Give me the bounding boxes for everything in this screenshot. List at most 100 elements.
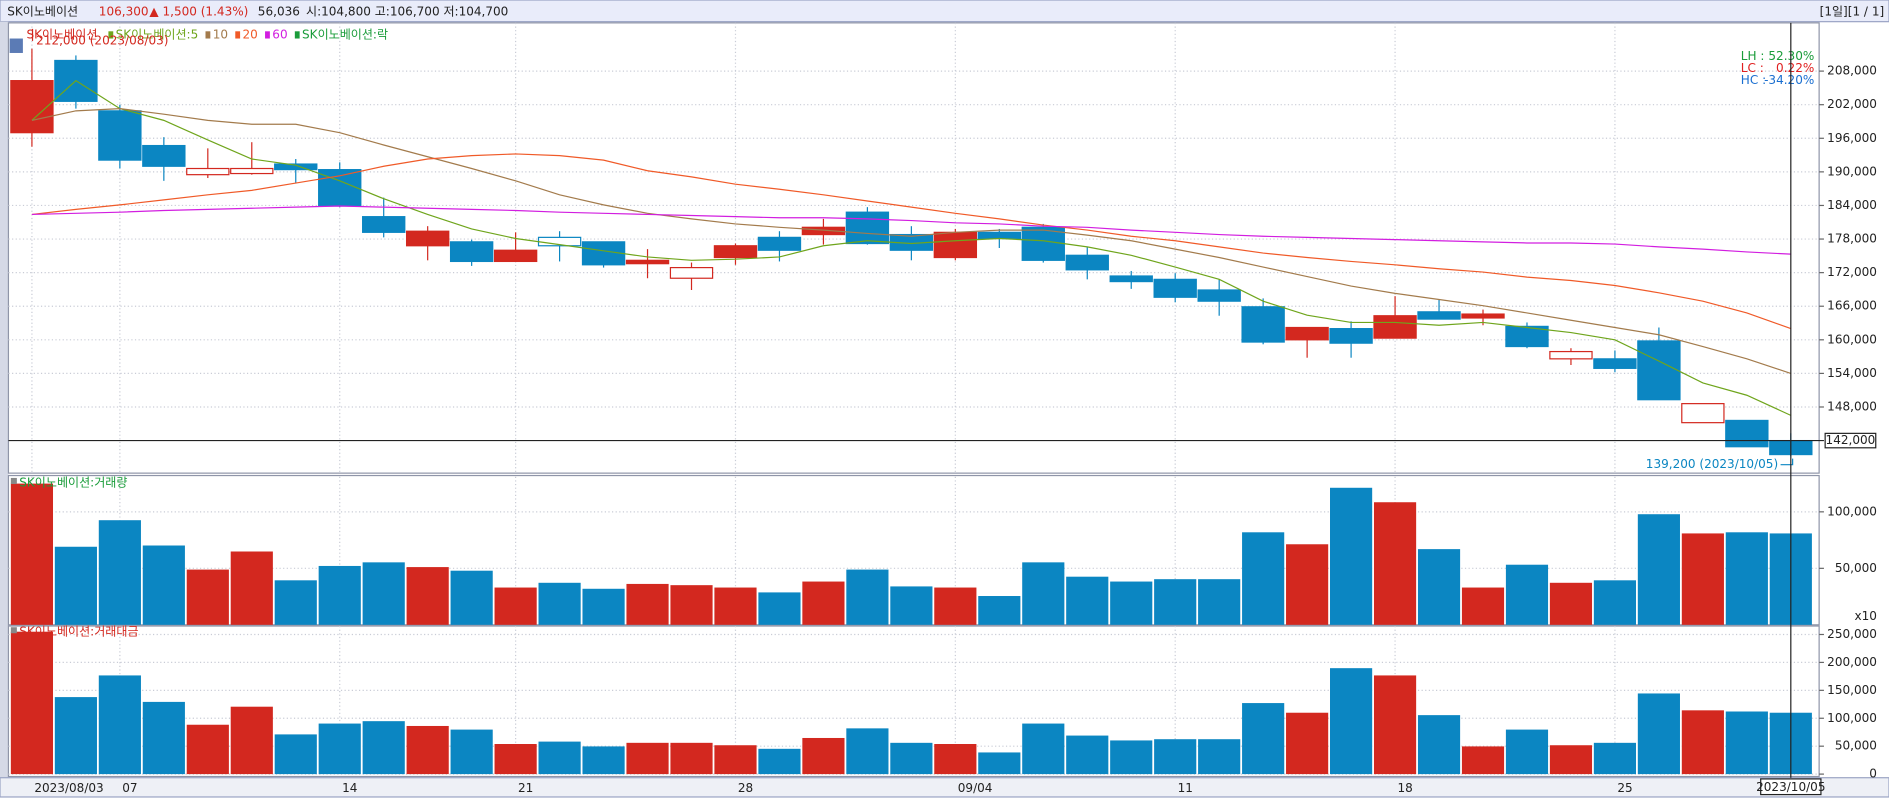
legend-label: SK이노베이션:5 <box>116 27 199 41</box>
candle-body <box>493 249 538 263</box>
candle-body <box>98 110 142 161</box>
bar <box>494 744 537 775</box>
stat-value: -34.20% <box>1764 73 1814 87</box>
y-tick-label: 100,000 <box>1827 711 1877 725</box>
bar <box>1593 742 1637 775</box>
candle-body <box>274 163 318 171</box>
bar <box>670 742 713 775</box>
candle-body <box>845 211 890 245</box>
pane-marker <box>10 477 17 484</box>
low-annotation: 139,200 (2023/10/05) <box>1646 457 1778 471</box>
ma-line <box>31 79 1792 416</box>
candle-body <box>1637 340 1681 401</box>
cursor-box <box>1760 778 1822 796</box>
x-axis-bar <box>0 777 1889 798</box>
bar <box>230 706 273 775</box>
bar <box>406 725 449 775</box>
legend-swatch <box>108 31 114 39</box>
bar <box>1110 581 1153 625</box>
bar <box>1022 723 1065 775</box>
bar <box>230 551 273 625</box>
legend-swatch <box>205 31 211 39</box>
header-bar <box>0 0 1889 23</box>
bar <box>1505 564 1549 625</box>
candle-body <box>1373 315 1417 339</box>
legend-label: 10 <box>213 27 228 41</box>
bar <box>758 592 801 625</box>
x-tick-label: 2023/08/03 <box>34 781 103 795</box>
left-strip <box>0 21 9 778</box>
bar <box>54 546 97 625</box>
bar <box>98 520 141 625</box>
bar <box>1461 746 1505 775</box>
y-tick-label: 150,000 <box>1827 683 1877 697</box>
y-tick-label: 50,000 <box>1835 739 1877 753</box>
bar <box>1286 544 1329 625</box>
bar <box>670 585 713 625</box>
x-tick-label: 11 <box>1178 781 1193 795</box>
y-tick-label: 0 <box>1869 767 1877 781</box>
x-tick-label: 28 <box>738 781 753 795</box>
candle-body <box>142 144 186 167</box>
ohl: 시:104,800 고:106,700 저:104,700 <box>306 5 508 19</box>
volume: 56,036 <box>258 5 300 19</box>
bar <box>626 583 669 625</box>
candle-body <box>1593 358 1637 369</box>
low-arrow <box>1780 458 1794 466</box>
bar <box>362 721 405 775</box>
bar <box>318 723 361 775</box>
bar <box>450 729 493 775</box>
bar <box>1505 729 1549 775</box>
bar <box>1066 735 1109 775</box>
bar <box>10 631 54 775</box>
x-tick-label: 25 <box>1617 781 1632 795</box>
bar <box>978 596 1021 625</box>
ma-line <box>31 108 1792 374</box>
x-tick-label: 07 <box>122 781 137 795</box>
legend-name: SK이노베이션 <box>27 27 98 41</box>
bar <box>1725 711 1768 775</box>
bar <box>934 744 977 775</box>
bar <box>1461 587 1505 625</box>
bar <box>450 570 493 625</box>
legend-swatch <box>265 31 270 39</box>
bar <box>1373 502 1417 625</box>
unit-label: x10 <box>1855 609 1877 623</box>
candle-body <box>230 167 274 175</box>
price-line-box <box>1824 432 1877 449</box>
bar <box>1330 487 1373 625</box>
bar <box>1022 562 1065 625</box>
y-tick-label: 100,000 <box>1827 504 1877 518</box>
bar <box>142 701 185 775</box>
candle-body <box>1109 275 1153 283</box>
price-line-label: 142,000 <box>1826 433 1876 447</box>
bar <box>538 582 581 625</box>
candle-body <box>1417 311 1461 320</box>
y-tick-label: 196,000 <box>1827 131 1877 145</box>
bar <box>274 734 317 775</box>
bar <box>1154 579 1197 625</box>
period[interactable]: [1일][1 / 1] <box>1820 5 1885 19</box>
bar <box>54 697 97 775</box>
candle-body <box>1505 325 1549 348</box>
bar <box>1198 579 1241 625</box>
y-tick-label: 50,000 <box>1835 561 1877 575</box>
stock-name: SK이노베이션 <box>7 5 78 19</box>
y-tick-label: 250,000 <box>1827 627 1877 641</box>
high-annotation: 212,000 (2023/08/03) <box>36 33 168 47</box>
bar <box>186 724 229 775</box>
bar <box>1637 514 1680 625</box>
menu-button[interactable] <box>9 38 23 53</box>
bar <box>714 745 757 775</box>
candle-body <box>669 266 714 279</box>
bar <box>1681 533 1724 625</box>
ma-line <box>31 153 1792 330</box>
candle-body <box>625 259 670 265</box>
stat-label: LC : <box>1741 61 1764 75</box>
bar <box>10 483 54 625</box>
bar <box>934 587 977 625</box>
y-tick-label: 208,000 <box>1827 64 1877 78</box>
bar <box>1110 740 1153 775</box>
bar <box>406 567 449 625</box>
bar <box>1549 745 1593 775</box>
